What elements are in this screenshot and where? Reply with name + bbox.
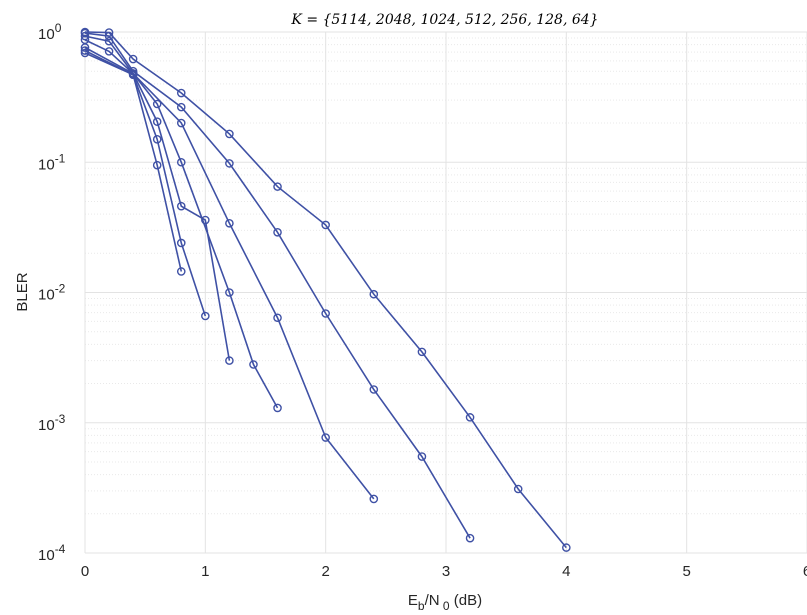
data-point [152, 117, 162, 126]
data-point [273, 182, 282, 191]
data-point [201, 215, 210, 225]
tick-labels: 0 1 2 3 4 5 6 100 10-1 10-2 10-3 10-4 [38, 21, 807, 580]
data-point [369, 494, 379, 504]
data-point [176, 201, 186, 211]
data-point [273, 403, 282, 413]
data-point [104, 47, 114, 56]
series-line-5 [84, 35, 375, 500]
data-point [321, 433, 330, 442]
data-point [128, 54, 138, 64]
data-point [225, 129, 234, 139]
data-point [152, 160, 162, 170]
data-point [225, 288, 234, 297]
data-point [80, 46, 90, 55]
data-point [176, 267, 186, 276]
series-line-1 [84, 52, 183, 272]
x-axis-label: Eb/N 0 (dB) [408, 592, 482, 613]
data-point [128, 66, 138, 76]
data-point [465, 533, 475, 543]
data-point [369, 385, 379, 394]
series-line-2 [84, 49, 207, 317]
series-line-3 [84, 46, 231, 361]
data-point [562, 543, 571, 552]
data-point [225, 356, 234, 365]
chart-title: K = {5114, 2048, 1024, 512, 256, 128, 64… [290, 12, 598, 28]
data-point [321, 220, 330, 230]
data-point [176, 157, 186, 167]
x-tick-label: 1 [201, 563, 209, 580]
x-tick-label: 2 [321, 563, 329, 580]
data-point [465, 413, 475, 422]
data-point [80, 27, 90, 37]
data-point [273, 313, 282, 323]
data-point [225, 218, 234, 228]
series-line-6 [84, 32, 471, 539]
data-point [369, 289, 379, 299]
series-line-7 [84, 31, 567, 549]
data-point [152, 99, 162, 109]
y-axis-label: BLER [14, 272, 31, 311]
data-point [201, 311, 210, 321]
x-tick-label: 6 [803, 563, 807, 580]
data-point [152, 135, 162, 144]
x-tick-label: 0 [81, 563, 89, 580]
series-layer [80, 27, 571, 552]
y-tick-label: 100 [38, 21, 62, 43]
data-point [104, 28, 114, 37]
data-point [321, 309, 330, 318]
y-tick-label: 10-2 [38, 282, 66, 304]
y-tick-label: 10-1 [38, 151, 66, 173]
data-point [249, 360, 258, 369]
x-tick-label: 3 [442, 563, 450, 580]
data-point [176, 238, 186, 248]
data-point [417, 347, 427, 357]
data-point [513, 484, 523, 494]
data-point [273, 227, 282, 237]
data-point [176, 118, 186, 128]
series-line-4 [84, 39, 279, 409]
major-grid [84, 31, 807, 554]
data-point [417, 452, 427, 461]
x-tick-label: 5 [682, 563, 690, 580]
y-tick-label: 10-3 [38, 412, 66, 434]
y-tick-label: 10-4 [38, 542, 66, 564]
data-point [176, 102, 186, 112]
data-point [176, 88, 186, 98]
data-point [225, 159, 234, 168]
x-tick-label: 4 [562, 563, 570, 580]
